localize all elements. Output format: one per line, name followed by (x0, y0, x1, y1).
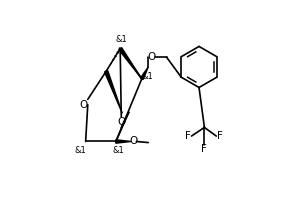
Text: &1: &1 (112, 146, 124, 155)
Text: O: O (117, 117, 125, 127)
Polygon shape (119, 48, 142, 79)
Text: &1: &1 (115, 35, 127, 44)
Text: F: F (185, 131, 191, 141)
Text: F: F (217, 131, 222, 141)
Polygon shape (141, 67, 148, 79)
Text: &1: &1 (74, 146, 86, 155)
Text: O: O (147, 52, 156, 62)
Polygon shape (105, 71, 122, 113)
Text: O: O (129, 137, 137, 146)
Text: &1: &1 (142, 72, 154, 81)
Text: O: O (80, 100, 88, 110)
Polygon shape (116, 140, 131, 143)
Text: F: F (201, 144, 207, 154)
